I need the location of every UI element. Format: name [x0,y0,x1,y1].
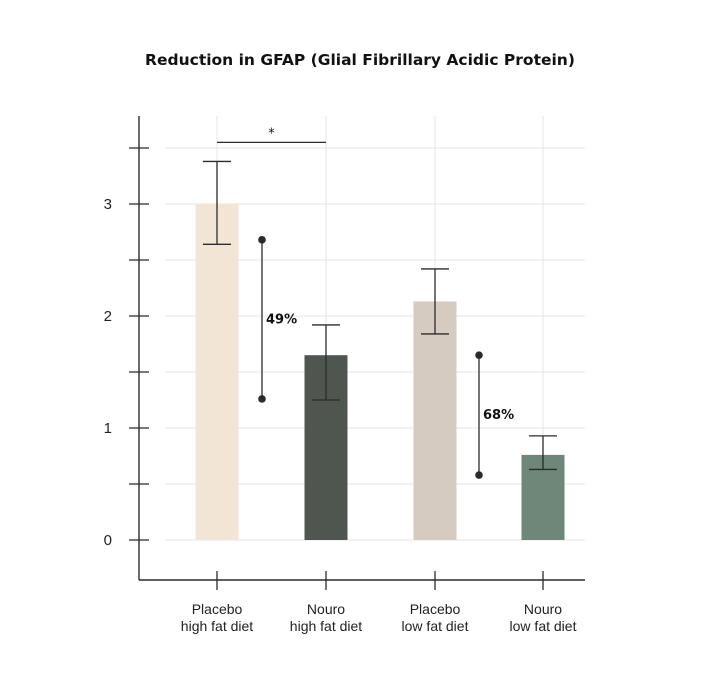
x-tick-label: Nouro [307,601,345,617]
error-bars [203,160,557,471]
bars [195,204,565,540]
y-tick-label: 1 [104,420,112,437]
reduction-label: 49% [266,312,297,327]
reduction-label: 68% [483,408,514,423]
y-tick-label: 3 [104,196,112,213]
chart-title: Reduction in GFAP (Glial Fibrillary Acid… [145,51,575,69]
reduction-dot-bottom [475,471,483,479]
reduction-dot-top [475,351,483,360]
bar [413,301,457,540]
reduction-dot-bottom [258,395,266,403]
x-tick-label: low fat diet [510,618,577,634]
bar [195,204,239,540]
x-tick-label: low fat diet [402,618,469,634]
annotations: 49% 68% * [217,126,514,479]
x-tick-label: Placebo [410,601,461,617]
x-tick-label: high fat diet [181,618,253,634]
reduction-dot-top [258,236,266,244]
significance-label: * [268,126,275,141]
x-tick-label: Nouro [524,601,562,617]
y-tick-label: 0 [104,532,112,549]
x-tick-label: Placebo [192,601,243,617]
y-tick-label: 2 [104,308,112,325]
x-tick-label: high fat diet [290,618,362,634]
